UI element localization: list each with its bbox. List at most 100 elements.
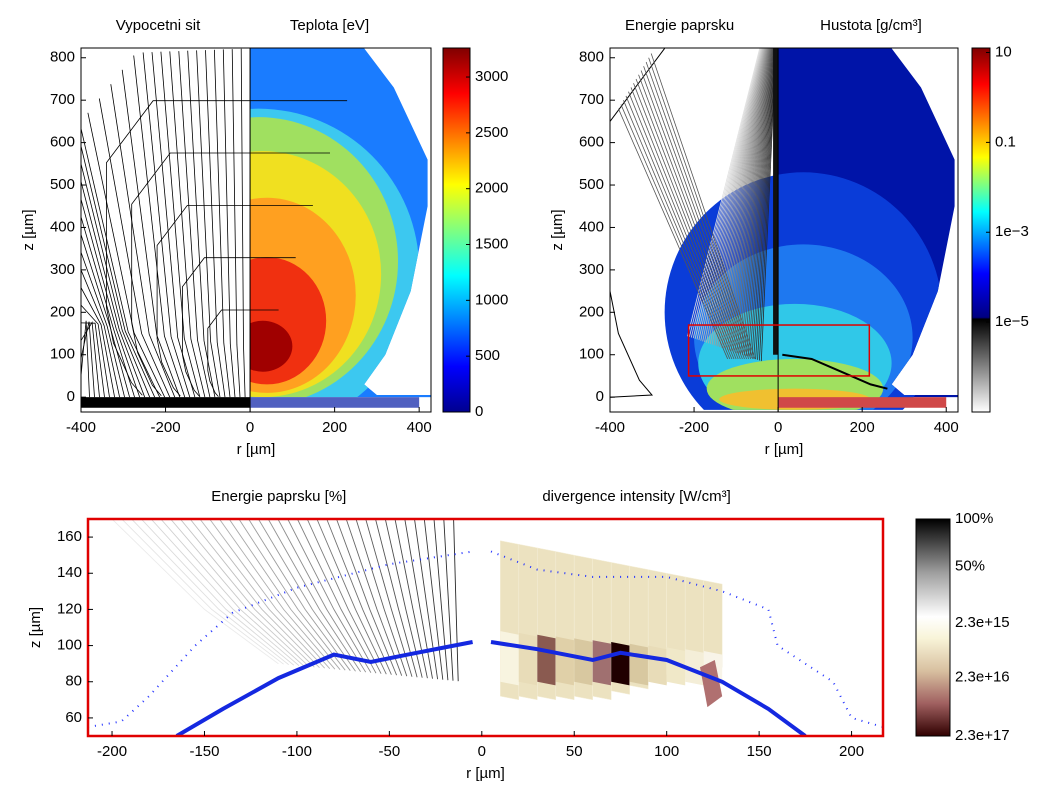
ray <box>620 104 731 360</box>
y-tick-label: 600 <box>50 134 75 151</box>
x-axis-label: r [µm] <box>765 441 804 458</box>
ray <box>394 519 428 679</box>
y-tick-label: 700 <box>579 91 604 108</box>
mesh-line <box>81 304 110 398</box>
ray <box>623 100 733 360</box>
ray <box>713 48 766 346</box>
y-tick-label: 0 <box>596 388 604 405</box>
boundary-line <box>610 48 666 410</box>
ray <box>618 108 729 360</box>
x-tick-label: -200 <box>151 419 181 436</box>
mesh-line <box>181 257 296 397</box>
ray <box>131 519 289 666</box>
field-cell <box>666 647 686 686</box>
field <box>664 48 958 410</box>
ray <box>336 519 398 676</box>
critical-line <box>490 640 807 736</box>
plot-area <box>81 48 431 412</box>
ray <box>698 48 763 341</box>
x-axis-label: r [µm] <box>237 441 276 458</box>
ray <box>700 48 763 341</box>
mesh-line <box>160 51 201 398</box>
dotted-line <box>490 550 883 728</box>
colorbar-label: 2.3e+15 <box>955 614 1010 631</box>
ray <box>384 519 423 678</box>
colorbar-tick-label: 2500 <box>475 124 508 141</box>
ray <box>121 519 284 665</box>
ray <box>757 48 776 360</box>
ray <box>702 48 764 342</box>
mesh-line <box>110 84 176 398</box>
ray <box>717 48 767 347</box>
y-tick-label: 60 <box>65 709 82 726</box>
mesh-line <box>214 49 231 398</box>
ray <box>696 48 763 340</box>
mesh-line <box>81 163 151 398</box>
ray <box>650 53 756 360</box>
ray <box>248 519 351 671</box>
ray <box>648 57 754 360</box>
y-tick-label: 300 <box>50 261 75 278</box>
ray <box>747 48 774 357</box>
base-slab <box>81 397 251 408</box>
x-tick-label: -50 <box>379 743 401 760</box>
y-tick-label: 800 <box>50 49 75 66</box>
mesh-line <box>81 269 120 398</box>
ray-core <box>773 48 779 355</box>
axes-frame <box>80 47 432 413</box>
field-contour <box>250 257 327 385</box>
ray <box>755 48 776 360</box>
mesh-line <box>133 55 186 398</box>
ray <box>719 48 768 348</box>
mesh-line <box>81 181 146 398</box>
y-tick-label: 800 <box>579 49 604 66</box>
critical-line <box>175 640 473 736</box>
ray <box>743 48 773 356</box>
ray <box>709 48 766 344</box>
colorbar-tick-label: 3000 <box>475 68 508 85</box>
colorbar-tick-label: 1e−5 <box>995 313 1029 330</box>
mesh-line <box>81 252 125 398</box>
y-tick-label: 400 <box>579 218 604 235</box>
ray <box>628 91 737 360</box>
mesh-line <box>205 50 226 398</box>
colorbar <box>442 47 471 413</box>
ray <box>296 519 377 674</box>
x-tick-label: 200 <box>850 419 875 436</box>
panel-title: Hustota [g/cm³] <box>820 17 922 34</box>
colorbar-label: 2.3e+16 <box>955 668 1010 685</box>
zoom-box <box>687 324 871 377</box>
ray <box>345 519 403 676</box>
axes-frame <box>86 517 885 738</box>
colorbar-tick-label: 2000 <box>475 180 508 197</box>
panel-title: Vypocetni sit <box>116 17 201 34</box>
mesh-line <box>231 49 241 398</box>
ray <box>728 48 770 351</box>
y-axis-label: z [µm] <box>549 209 566 250</box>
x-tick-label: 0 <box>774 419 782 436</box>
field-cell <box>518 632 538 686</box>
x-tick-label: 400 <box>934 419 959 436</box>
colorbar-tick-label: 1e−3 <box>995 223 1029 240</box>
ray <box>189 519 320 669</box>
y-tick-label: 0 <box>67 388 75 405</box>
ray <box>736 48 771 353</box>
ray <box>640 70 747 360</box>
mesh-line <box>81 199 141 398</box>
ray <box>228 519 341 670</box>
x-tick-label: 0 <box>246 419 254 436</box>
mesh-line <box>121 69 181 398</box>
y-tick-label: 200 <box>50 303 75 320</box>
ray <box>170 519 310 668</box>
mesh-line <box>207 309 279 397</box>
field-cell <box>555 636 575 686</box>
ray <box>751 48 775 358</box>
ray <box>453 519 459 682</box>
field-cell <box>611 642 630 686</box>
x-tick-label: -200 <box>97 743 127 760</box>
ray <box>404 519 433 679</box>
ray <box>726 48 769 350</box>
ray <box>645 61 752 360</box>
ray <box>277 519 367 673</box>
y-tick-label: 500 <box>50 176 75 193</box>
